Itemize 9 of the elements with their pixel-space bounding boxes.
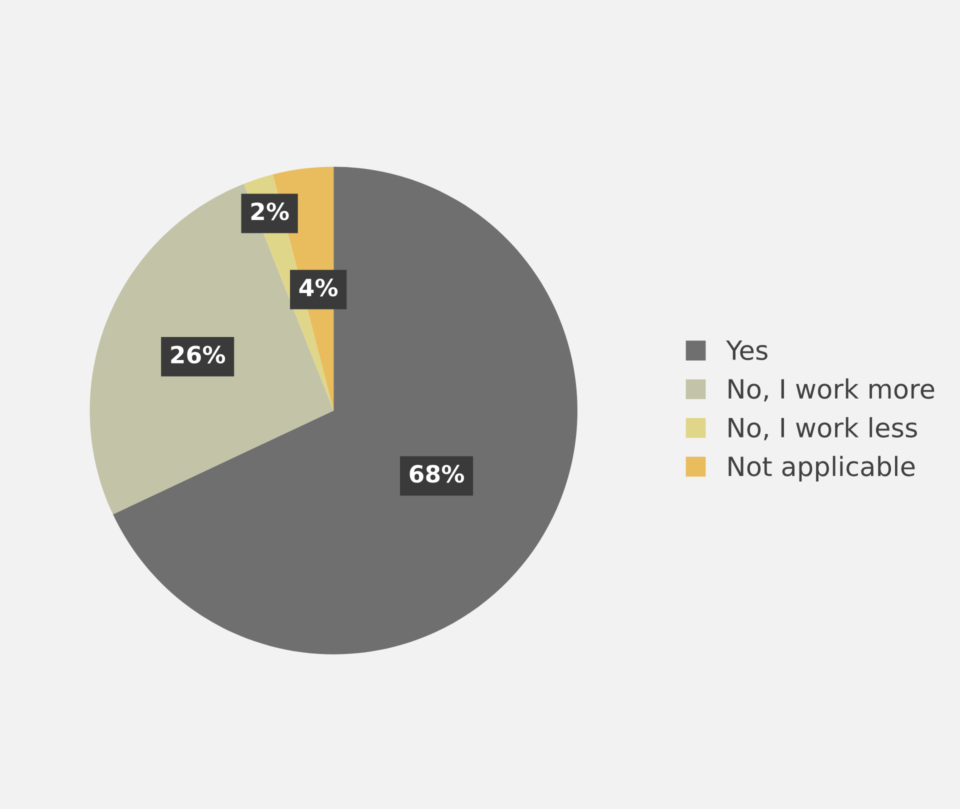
legend-label: No, I work less [728,417,917,440]
legend-label: No, I work more [728,378,934,402]
pie-slice [112,166,578,654]
data-label: 68% [410,464,464,483]
data-label: 2% [251,202,289,220]
legend-label: Not applicable [728,456,915,482]
data-label: 26% [171,346,226,364]
data-label: 4% [299,278,338,296]
legend-label: Yes [726,340,768,360]
